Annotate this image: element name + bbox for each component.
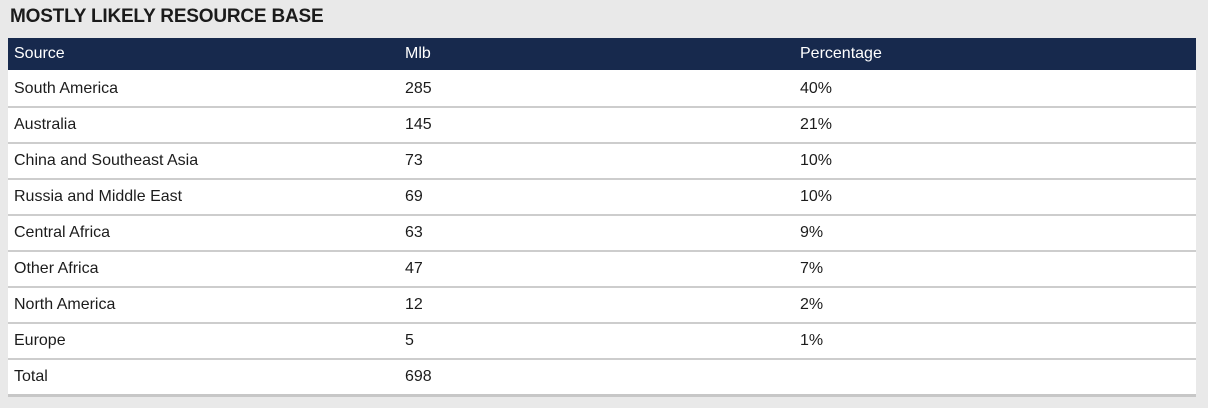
table-row: Central Africa 63 9% bbox=[8, 214, 1196, 250]
cell-percentage: 10% bbox=[800, 188, 833, 205]
cell-source: Total bbox=[14, 368, 48, 385]
column-header-source: Source bbox=[14, 45, 65, 62]
cell-mlb: 12 bbox=[405, 296, 423, 313]
cell-mlb: 145 bbox=[405, 116, 432, 133]
cell-mlb: 698 bbox=[405, 368, 432, 385]
cell-mlb: 69 bbox=[405, 188, 423, 205]
resource-base-table: Source Mlb Percentage South America 285 40… bbox=[8, 38, 1196, 397]
table-row: Total 698 bbox=[8, 358, 1196, 394]
cell-percentage: 21% bbox=[800, 116, 833, 133]
table-row: Other Africa 47 7% bbox=[8, 250, 1196, 286]
cell-source: South America bbox=[14, 80, 119, 97]
cell-mlb: 73 bbox=[405, 152, 423, 169]
table-row: China and Southeast Asia 73 10% bbox=[8, 142, 1196, 178]
cell-source: Australia bbox=[14, 116, 77, 133]
table-row: Russia and Middle East 69 10% bbox=[8, 178, 1196, 214]
table-row: South America 285 40% bbox=[8, 70, 1196, 106]
table-row: North America 12 2% bbox=[8, 286, 1196, 322]
cell-mlb: 63 bbox=[405, 224, 423, 241]
cell-mlb: 5 bbox=[405, 332, 414, 349]
table-row: Australia 145 21% bbox=[8, 106, 1196, 142]
cell-source: Russia and Middle East bbox=[14, 188, 183, 205]
cell-mlb: 285 bbox=[405, 80, 432, 97]
cell-source: North America bbox=[14, 296, 116, 313]
column-header-percentage: Percentage bbox=[800, 45, 882, 62]
column-header-mlb: Mlb bbox=[405, 45, 431, 62]
page-title: MOSTLY LIKELY RESOURCE BASE bbox=[10, 6, 324, 27]
cell-percentage: 40% bbox=[800, 80, 833, 97]
table-header-row: Source Mlb Percentage bbox=[8, 38, 1196, 70]
cell-source: Europe bbox=[14, 332, 66, 349]
table-body: South America 285 40% Australia 145 21% China … bbox=[8, 70, 1196, 394]
cell-percentage: 2% bbox=[800, 296, 824, 313]
cell-percentage: 9% bbox=[800, 224, 824, 241]
cell-mlb: 47 bbox=[405, 260, 423, 277]
cell-percentage: 10% bbox=[800, 152, 833, 169]
cell-percentage: 1% bbox=[800, 332, 824, 349]
cell-percentage: 7% bbox=[800, 260, 824, 277]
table-row: Europe 5 1% bbox=[8, 322, 1196, 358]
cell-source: Central Africa bbox=[14, 224, 111, 241]
cell-source: Other Africa bbox=[14, 260, 99, 277]
cell-source: China and Southeast Asia bbox=[14, 152, 199, 169]
